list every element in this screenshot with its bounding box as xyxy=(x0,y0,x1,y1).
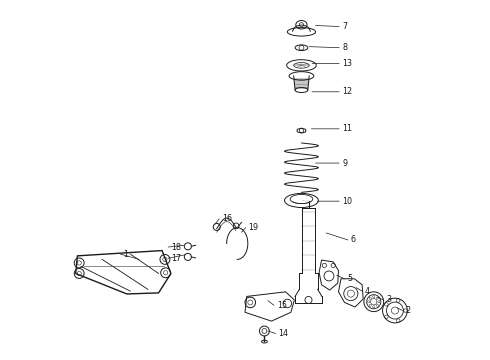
Text: 5: 5 xyxy=(347,274,352,283)
Text: 8: 8 xyxy=(342,43,347,52)
Text: 1: 1 xyxy=(123,249,128,258)
Text: 10: 10 xyxy=(342,197,352,206)
Text: 2: 2 xyxy=(406,306,411,315)
Text: 16: 16 xyxy=(222,214,232,223)
Text: 19: 19 xyxy=(248,223,259,232)
Text: 15: 15 xyxy=(277,301,287,310)
Text: 17: 17 xyxy=(171,254,181,263)
Text: 13: 13 xyxy=(342,59,352,68)
Text: 4: 4 xyxy=(365,287,370,296)
Text: 12: 12 xyxy=(342,87,352,96)
Text: 9: 9 xyxy=(342,158,347,167)
Text: 6: 6 xyxy=(351,235,356,244)
Text: 7: 7 xyxy=(342,22,347,31)
Text: 3: 3 xyxy=(386,296,391,305)
Text: 14: 14 xyxy=(278,329,289,338)
Text: 18: 18 xyxy=(171,243,181,252)
Text: 11: 11 xyxy=(342,124,352,133)
